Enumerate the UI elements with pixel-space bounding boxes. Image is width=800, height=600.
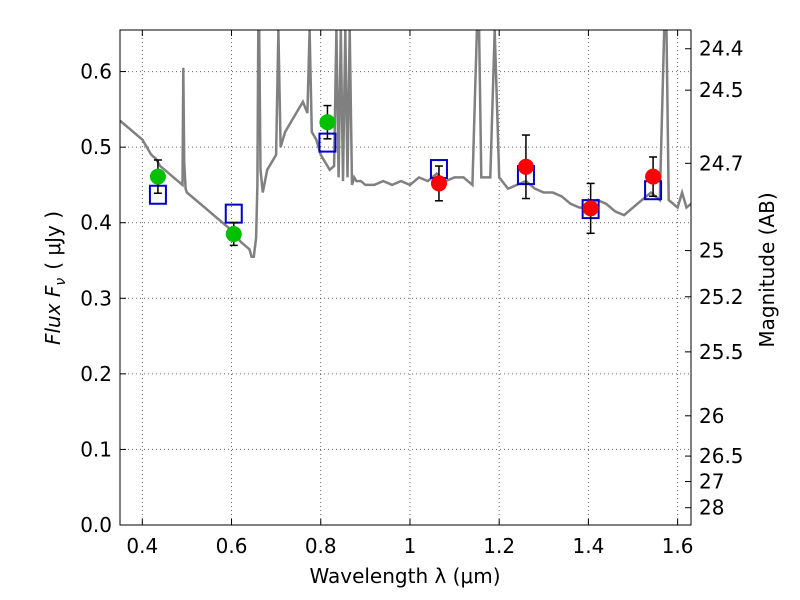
- red-data-point: [645, 168, 662, 185]
- y2-tick-label: 24.4: [699, 37, 744, 61]
- x-tick-label: 1.6: [662, 534, 694, 558]
- y-tick-label: 0.6: [80, 60, 112, 84]
- x-axis-label: Wavelength λ (μm): [309, 564, 500, 588]
- svg-text:Flux Fν( μJy ): Flux Fν ( μJy ): [41, 211, 69, 345]
- x-tick-label: 0.4: [126, 534, 158, 558]
- y2-tick-label: 25.5: [699, 340, 744, 364]
- y2-tick-label: 24.7: [699, 151, 744, 175]
- green-data-point: [319, 114, 336, 131]
- y2-tick-label: 24.5: [699, 78, 744, 102]
- y-tick-label: 0.2: [80, 362, 112, 386]
- x-tick-label: 1.2: [483, 534, 515, 558]
- y-tick-label: 0.4: [80, 211, 112, 235]
- x-tick-label: 0.8: [305, 534, 337, 558]
- red-data-point: [430, 175, 447, 192]
- grid-lines: [120, 30, 691, 526]
- y2-tick-label: 25: [699, 239, 724, 263]
- red-data-point: [582, 200, 599, 217]
- template-spectrum-line: [120, 30, 691, 258]
- y-tick-label: 0.0: [80, 513, 112, 537]
- y2-tick-label: 28: [699, 496, 724, 520]
- y2-tick-label: 26: [699, 404, 724, 428]
- y2-tick-label: 26.5: [699, 444, 744, 468]
- plot-frame: [119, 29, 692, 526]
- y-axis-label-sub: ν: [53, 278, 69, 286]
- y-tick-label: 0.3: [80, 286, 112, 310]
- x-tick-label: 1.4: [572, 534, 604, 558]
- y-axis-label-unit: ( μJy ): [41, 211, 65, 270]
- spectrum-layer: [120, 30, 691, 258]
- y-axis-label-main: Flux F: [41, 285, 65, 345]
- ticks-layer: 0.4 0.6 0.8 1 1.2 1.4 1.6 0.0 0.1 0.2 0.3 0.4 0.5 0.6…: [80, 30, 744, 558]
- y2-tick-label: 27: [699, 470, 724, 494]
- y2-axis-label: Magnitude (AB): [755, 192, 779, 347]
- y-axis-label: Flux Fν ( μJy ): [41, 211, 69, 345]
- points-layer: [148, 104, 663, 247]
- y-tick-label: 0.5: [80, 135, 112, 159]
- red-data-point: [517, 158, 534, 175]
- x-tick-label: 0.6: [216, 534, 248, 558]
- green-data-point: [225, 226, 242, 243]
- x-tick-label: 1: [404, 534, 417, 558]
- model-square-marker: [224, 203, 243, 224]
- y2-tick-label: 25.2: [699, 285, 744, 309]
- y-tick-label: 0.1: [80, 437, 112, 461]
- green-data-point: [149, 168, 166, 185]
